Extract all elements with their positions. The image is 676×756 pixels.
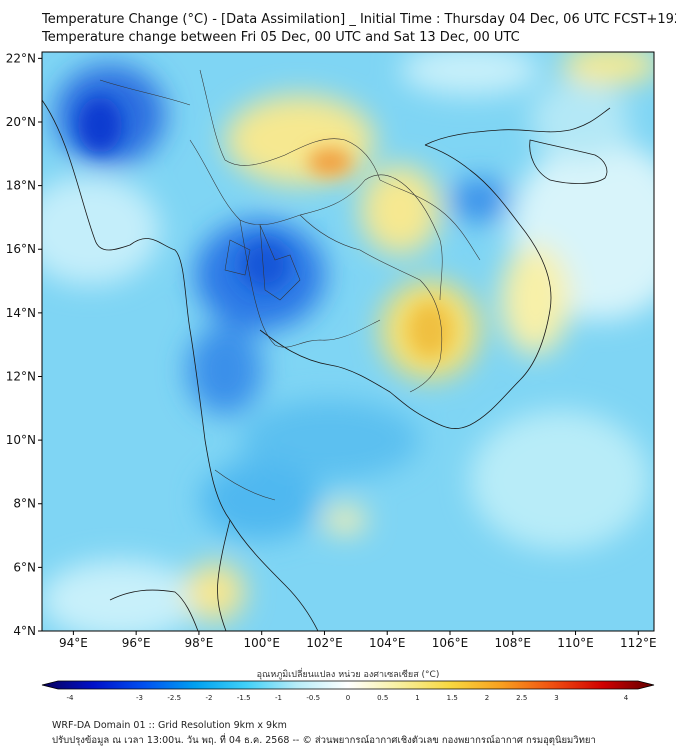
border-thai-cambodia [239,219,381,348]
colorbar-minor-label: 0.5 [377,694,388,702]
province-outline-central [259,224,301,301]
country-borders [99,69,481,501]
colorbar-minor-label: -0.5 [306,694,320,702]
temperature-change-field [42,52,654,631]
field-light-southeast [470,410,650,550]
x-tick-label: 102°E [306,636,343,650]
colorbar-minor-label: -1.5 [237,694,251,702]
y-axis: 4°N 6°N 8°N 10°N 12°N 14°N 16°N 18°N 20°N 22°N [6,51,42,638]
field-light-gulf-tonkin [530,80,630,160]
colorbar-tick-label: 4 [624,694,629,702]
chart-title-line-1: Temperature Change (°C) - [Data Assimila… [42,12,676,27]
colorbar-tick-label: 0 [346,694,350,702]
field-warm-northeast [560,52,654,85]
border-laos-cambodia [299,214,443,393]
colorbar-minor-label: 1.5 [447,694,458,702]
field-light-west [42,175,160,285]
border-thai-malaysia [214,469,276,501]
colorbar-bar [41,680,655,690]
peak-warm-cambodia [408,302,452,358]
colorbar-ticks: -4 -3 -2 -1 0 1 2 3 4 -2.5 -1.5 -0.5 0.5 1.5 2.5 [67,694,629,702]
border-laos-vietnam [379,179,481,261]
coastline-sumatra [109,589,199,631]
border-thai-laos [189,139,443,301]
y-tick-label: 20°N [6,115,36,129]
coastline-gulf-vietnam [259,144,552,430]
colorbar-tick-label: 3 [554,694,558,702]
x-tick-label: 112°E [620,636,657,650]
colorbar-tick-label: -4 [67,694,75,702]
temperature-change-peaks [78,97,452,358]
x-tick-label: 110°E [557,636,594,650]
y-tick-label: 4°N [13,624,36,638]
map-frame [41,51,655,632]
border-myanmar-china [99,79,191,106]
coastlines [42,99,611,631]
y-tick-label: 14°N [6,306,36,320]
x-tick-label: 94°E [59,636,88,650]
x-tick-label: 108°E [495,636,532,650]
field-warm-gulf-south [323,506,367,534]
province-outline-west [224,239,251,276]
coastline-peninsula-west [217,519,231,631]
coastline-gulf-tonkin [424,107,611,146]
colorbar-tick-label: -1 [275,694,282,702]
field-light-north [400,52,540,95]
colorbar-title: อุณหภูมิเปลี่ยนแปลง หน่วย องศาเซลเซียส (… [257,667,440,680]
field-warm-central-laos [360,165,440,255]
coastline-hainan [529,139,608,184]
colorbar-tick-label: -2 [206,694,213,702]
chart-title-line-2: Temperature change between Fri 05 Dec, 0… [42,30,520,45]
y-tick-label: 18°N [6,179,36,193]
field-cool-laos-east [450,178,510,222]
x-tick-label: 96°E [122,636,151,650]
footer-credit: ปรับปรุงข้อมูล ณ เวลา 13:00น. วัน พฤ. ที… [52,735,596,746]
field-light-southwest [42,560,200,631]
field-cool-west-thailand [187,325,263,415]
border-myanmar-laos [199,69,381,181]
x-tick-label: 106°E [432,636,469,650]
field-warm-vietnam-coast [500,245,570,355]
x-tick-label: 100°E [243,636,280,650]
footer-model-info: WRF-DA Domain 01 :: Grid Resolution 9km … [52,720,287,731]
map-panel [42,52,654,631]
field-cool-gulf [240,400,420,480]
y-tick-label: 6°N [13,560,36,574]
colorbar-tick-label: 1 [415,694,419,702]
peak-cool-myanmar [78,97,122,153]
colorbar-minor-label: 2.5 [516,694,527,702]
colorbar-tick-label: -3 [136,694,143,702]
colorbar-tick-label: 2 [485,694,489,702]
peak-cool-thailand [240,240,290,290]
colorbar-minor-label: -2.5 [167,694,181,702]
field-warm-north-laos [225,95,375,185]
y-tick-label: 8°N [13,497,36,511]
x-tick-label: 98°E [184,636,213,650]
y-tick-label: 16°N [6,242,36,256]
colorbar: อุณหภูมิเปลี่ยนแปลง หน่วย องศาเซลเซียส (… [41,667,655,702]
field-warm-south-sea [185,562,245,622]
x-axis: 94°E 96°E 98°E 100°E 102°E 104°E 106°E 108°E 110… [59,631,657,650]
coastline-andaman [42,99,319,631]
y-tick-label: 10°N [6,433,36,447]
peak-warm-laos [308,148,352,176]
x-tick-label: 104°E [369,636,406,650]
y-tick-label: 22°N [6,51,36,65]
y-tick-label: 12°N [6,369,36,383]
